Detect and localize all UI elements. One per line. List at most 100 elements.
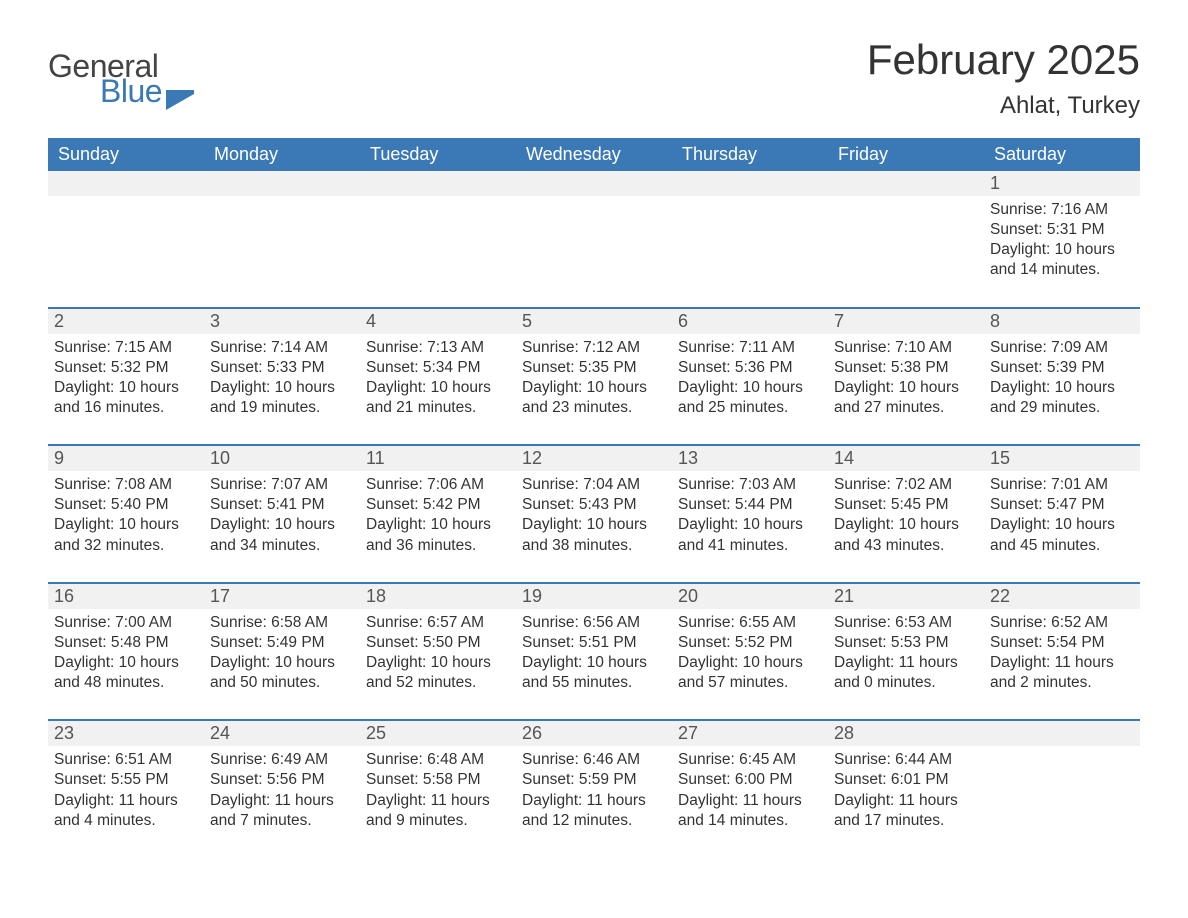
day-number: 6 [678, 311, 820, 332]
calendar-cell: 28Sunrise: 6:44 AMSunset: 6:01 PMDayligh… [828, 721, 984, 835]
day-info: Sunrise: 7:15 AMSunset: 5:32 PMDaylight:… [54, 338, 196, 419]
calendar-cell: 25Sunrise: 6:48 AMSunset: 5:58 PMDayligh… [360, 721, 516, 835]
sunset-text: Sunset: 5:35 PM [522, 358, 664, 378]
daylight-text: Daylight: 10 hours and 14 minutes. [990, 240, 1132, 280]
daylight-text: Daylight: 11 hours and 2 minutes. [990, 653, 1132, 693]
day-info: Sunrise: 7:12 AMSunset: 5:35 PMDaylight:… [522, 338, 664, 419]
brand-logo: General Blue [48, 48, 194, 110]
daylight-text: Daylight: 10 hours and 27 minutes. [834, 378, 976, 418]
sunrise-text: Sunrise: 6:51 AM [54, 750, 196, 770]
daylight-text: Daylight: 10 hours and 45 minutes. [990, 515, 1132, 555]
calendar-cell: 13Sunrise: 7:03 AMSunset: 5:44 PMDayligh… [672, 446, 828, 560]
day-number: 8 [990, 311, 1132, 332]
sunrise-text: Sunrise: 6:53 AM [834, 613, 976, 633]
calendar-cell: 14Sunrise: 7:02 AMSunset: 5:45 PMDayligh… [828, 446, 984, 560]
day-info: Sunrise: 7:16 AMSunset: 5:31 PMDaylight:… [990, 200, 1132, 281]
sunset-text: Sunset: 5:54 PM [990, 633, 1132, 653]
sunset-text: Sunset: 5:56 PM [210, 770, 352, 790]
daylight-text: Daylight: 10 hours and 50 minutes. [210, 653, 352, 693]
calendar-cell: 12Sunrise: 7:04 AMSunset: 5:43 PMDayligh… [516, 446, 672, 560]
daylight-text: Daylight: 11 hours and 14 minutes. [678, 791, 820, 831]
calendar-cell-empty [984, 721, 1140, 835]
calendar-cell: 11Sunrise: 7:06 AMSunset: 5:42 PMDayligh… [360, 446, 516, 560]
calendar-cell-empty [672, 171, 828, 285]
weekday-header: Tuesday [360, 138, 516, 171]
daylight-text: Daylight: 10 hours and 48 minutes. [54, 653, 196, 693]
day-info: Sunrise: 6:45 AMSunset: 6:00 PMDaylight:… [678, 750, 820, 831]
day-info: Sunrise: 7:14 AMSunset: 5:33 PMDaylight:… [210, 338, 352, 419]
sunrise-text: Sunrise: 7:10 AM [834, 338, 976, 358]
sunrise-text: Sunrise: 7:06 AM [366, 475, 508, 495]
daylight-text: Daylight: 10 hours and 57 minutes. [678, 653, 820, 693]
calendar-cell: 19Sunrise: 6:56 AMSunset: 5:51 PMDayligh… [516, 584, 672, 698]
sunset-text: Sunset: 5:34 PM [366, 358, 508, 378]
calendar-cell: 22Sunrise: 6:52 AMSunset: 5:54 PMDayligh… [984, 584, 1140, 698]
day-number: 11 [366, 448, 508, 469]
calendar-cell: 10Sunrise: 7:07 AMSunset: 5:41 PMDayligh… [204, 446, 360, 560]
calendar-cell: 5Sunrise: 7:12 AMSunset: 5:35 PMDaylight… [516, 309, 672, 423]
sunset-text: Sunset: 5:42 PM [366, 495, 508, 515]
sunrise-text: Sunrise: 7:02 AM [834, 475, 976, 495]
day-number: 13 [678, 448, 820, 469]
weekday-header: Wednesday [516, 138, 672, 171]
calendar-cell-empty [48, 171, 204, 285]
day-number: 15 [990, 448, 1132, 469]
sunrise-text: Sunrise: 6:56 AM [522, 613, 664, 633]
calendar-cell: 23Sunrise: 6:51 AMSunset: 5:55 PMDayligh… [48, 721, 204, 835]
sunrise-text: Sunrise: 7:08 AM [54, 475, 196, 495]
day-info: Sunrise: 7:08 AMSunset: 5:40 PMDaylight:… [54, 475, 196, 556]
calendar-cell: 7Sunrise: 7:10 AMSunset: 5:38 PMDaylight… [828, 309, 984, 423]
sunrise-text: Sunrise: 6:55 AM [678, 613, 820, 633]
sunset-text: Sunset: 6:01 PM [834, 770, 976, 790]
daylight-text: Daylight: 10 hours and 19 minutes. [210, 378, 352, 418]
sunrise-text: Sunrise: 7:04 AM [522, 475, 664, 495]
day-number: 2 [54, 311, 196, 332]
daylight-text: Daylight: 11 hours and 7 minutes. [210, 791, 352, 831]
sunrise-text: Sunrise: 7:14 AM [210, 338, 352, 358]
daylight-text: Daylight: 10 hours and 43 minutes. [834, 515, 976, 555]
daylight-text: Daylight: 11 hours and 0 minutes. [834, 653, 976, 693]
daylight-text: Daylight: 11 hours and 9 minutes. [366, 791, 508, 831]
week-row: 23Sunrise: 6:51 AMSunset: 5:55 PMDayligh… [48, 719, 1140, 835]
sunrise-text: Sunrise: 7:11 AM [678, 338, 820, 358]
day-info: Sunrise: 6:44 AMSunset: 6:01 PMDaylight:… [834, 750, 976, 831]
day-info: Sunrise: 7:01 AMSunset: 5:47 PMDaylight:… [990, 475, 1132, 556]
day-info: Sunrise: 6:58 AMSunset: 5:49 PMDaylight:… [210, 613, 352, 694]
calendar-cell: 17Sunrise: 6:58 AMSunset: 5:49 PMDayligh… [204, 584, 360, 698]
week-row: 16Sunrise: 7:00 AMSunset: 5:48 PMDayligh… [48, 582, 1140, 698]
day-number: 16 [54, 586, 196, 607]
day-number: 24 [210, 723, 352, 744]
sunset-text: Sunset: 5:32 PM [54, 358, 196, 378]
day-info: Sunrise: 7:13 AMSunset: 5:34 PMDaylight:… [366, 338, 508, 419]
daylight-text: Daylight: 10 hours and 23 minutes. [522, 378, 664, 418]
weekday-header: Sunday [48, 138, 204, 171]
calendar-cell-empty [516, 171, 672, 285]
day-number: 25 [366, 723, 508, 744]
calendar-cell: 18Sunrise: 6:57 AMSunset: 5:50 PMDayligh… [360, 584, 516, 698]
day-info: Sunrise: 7:04 AMSunset: 5:43 PMDaylight:… [522, 475, 664, 556]
sunset-text: Sunset: 5:38 PM [834, 358, 976, 378]
sunrise-text: Sunrise: 6:52 AM [990, 613, 1132, 633]
sunset-text: Sunset: 5:48 PM [54, 633, 196, 653]
day-number: 10 [210, 448, 352, 469]
week-row: 2 Sunrise: 7:15 AMSunset: 5:32 PMDaylight… [48, 307, 1140, 423]
calendar-cell-empty [204, 171, 360, 285]
sunset-text: Sunset: 5:53 PM [834, 633, 976, 653]
page-title: February 2025 [867, 36, 1140, 84]
sunset-text: Sunset: 5:49 PM [210, 633, 352, 653]
daylight-text: Daylight: 10 hours and 41 minutes. [678, 515, 820, 555]
sunset-text: Sunset: 5:58 PM [366, 770, 508, 790]
weekday-header: Monday [204, 138, 360, 171]
day-info: Sunrise: 6:52 AMSunset: 5:54 PMDaylight:… [990, 613, 1132, 694]
sunrise-text: Sunrise: 6:58 AM [210, 613, 352, 633]
sunrise-text: Sunrise: 7:00 AM [54, 613, 196, 633]
sunset-text: Sunset: 5:45 PM [834, 495, 976, 515]
daylight-text: Daylight: 10 hours and 21 minutes. [366, 378, 508, 418]
day-number: 23 [54, 723, 196, 744]
sunrise-text: Sunrise: 6:49 AM [210, 750, 352, 770]
day-info: Sunrise: 6:53 AMSunset: 5:53 PMDaylight:… [834, 613, 976, 694]
sunset-text: Sunset: 5:31 PM [990, 220, 1132, 240]
calendar-cell: 24 Sunrise: 6:49 AMSunset: 5:56 PMDayligh… [204, 721, 360, 835]
day-number: 27 [678, 723, 820, 744]
sunset-text: Sunset: 5:36 PM [678, 358, 820, 378]
